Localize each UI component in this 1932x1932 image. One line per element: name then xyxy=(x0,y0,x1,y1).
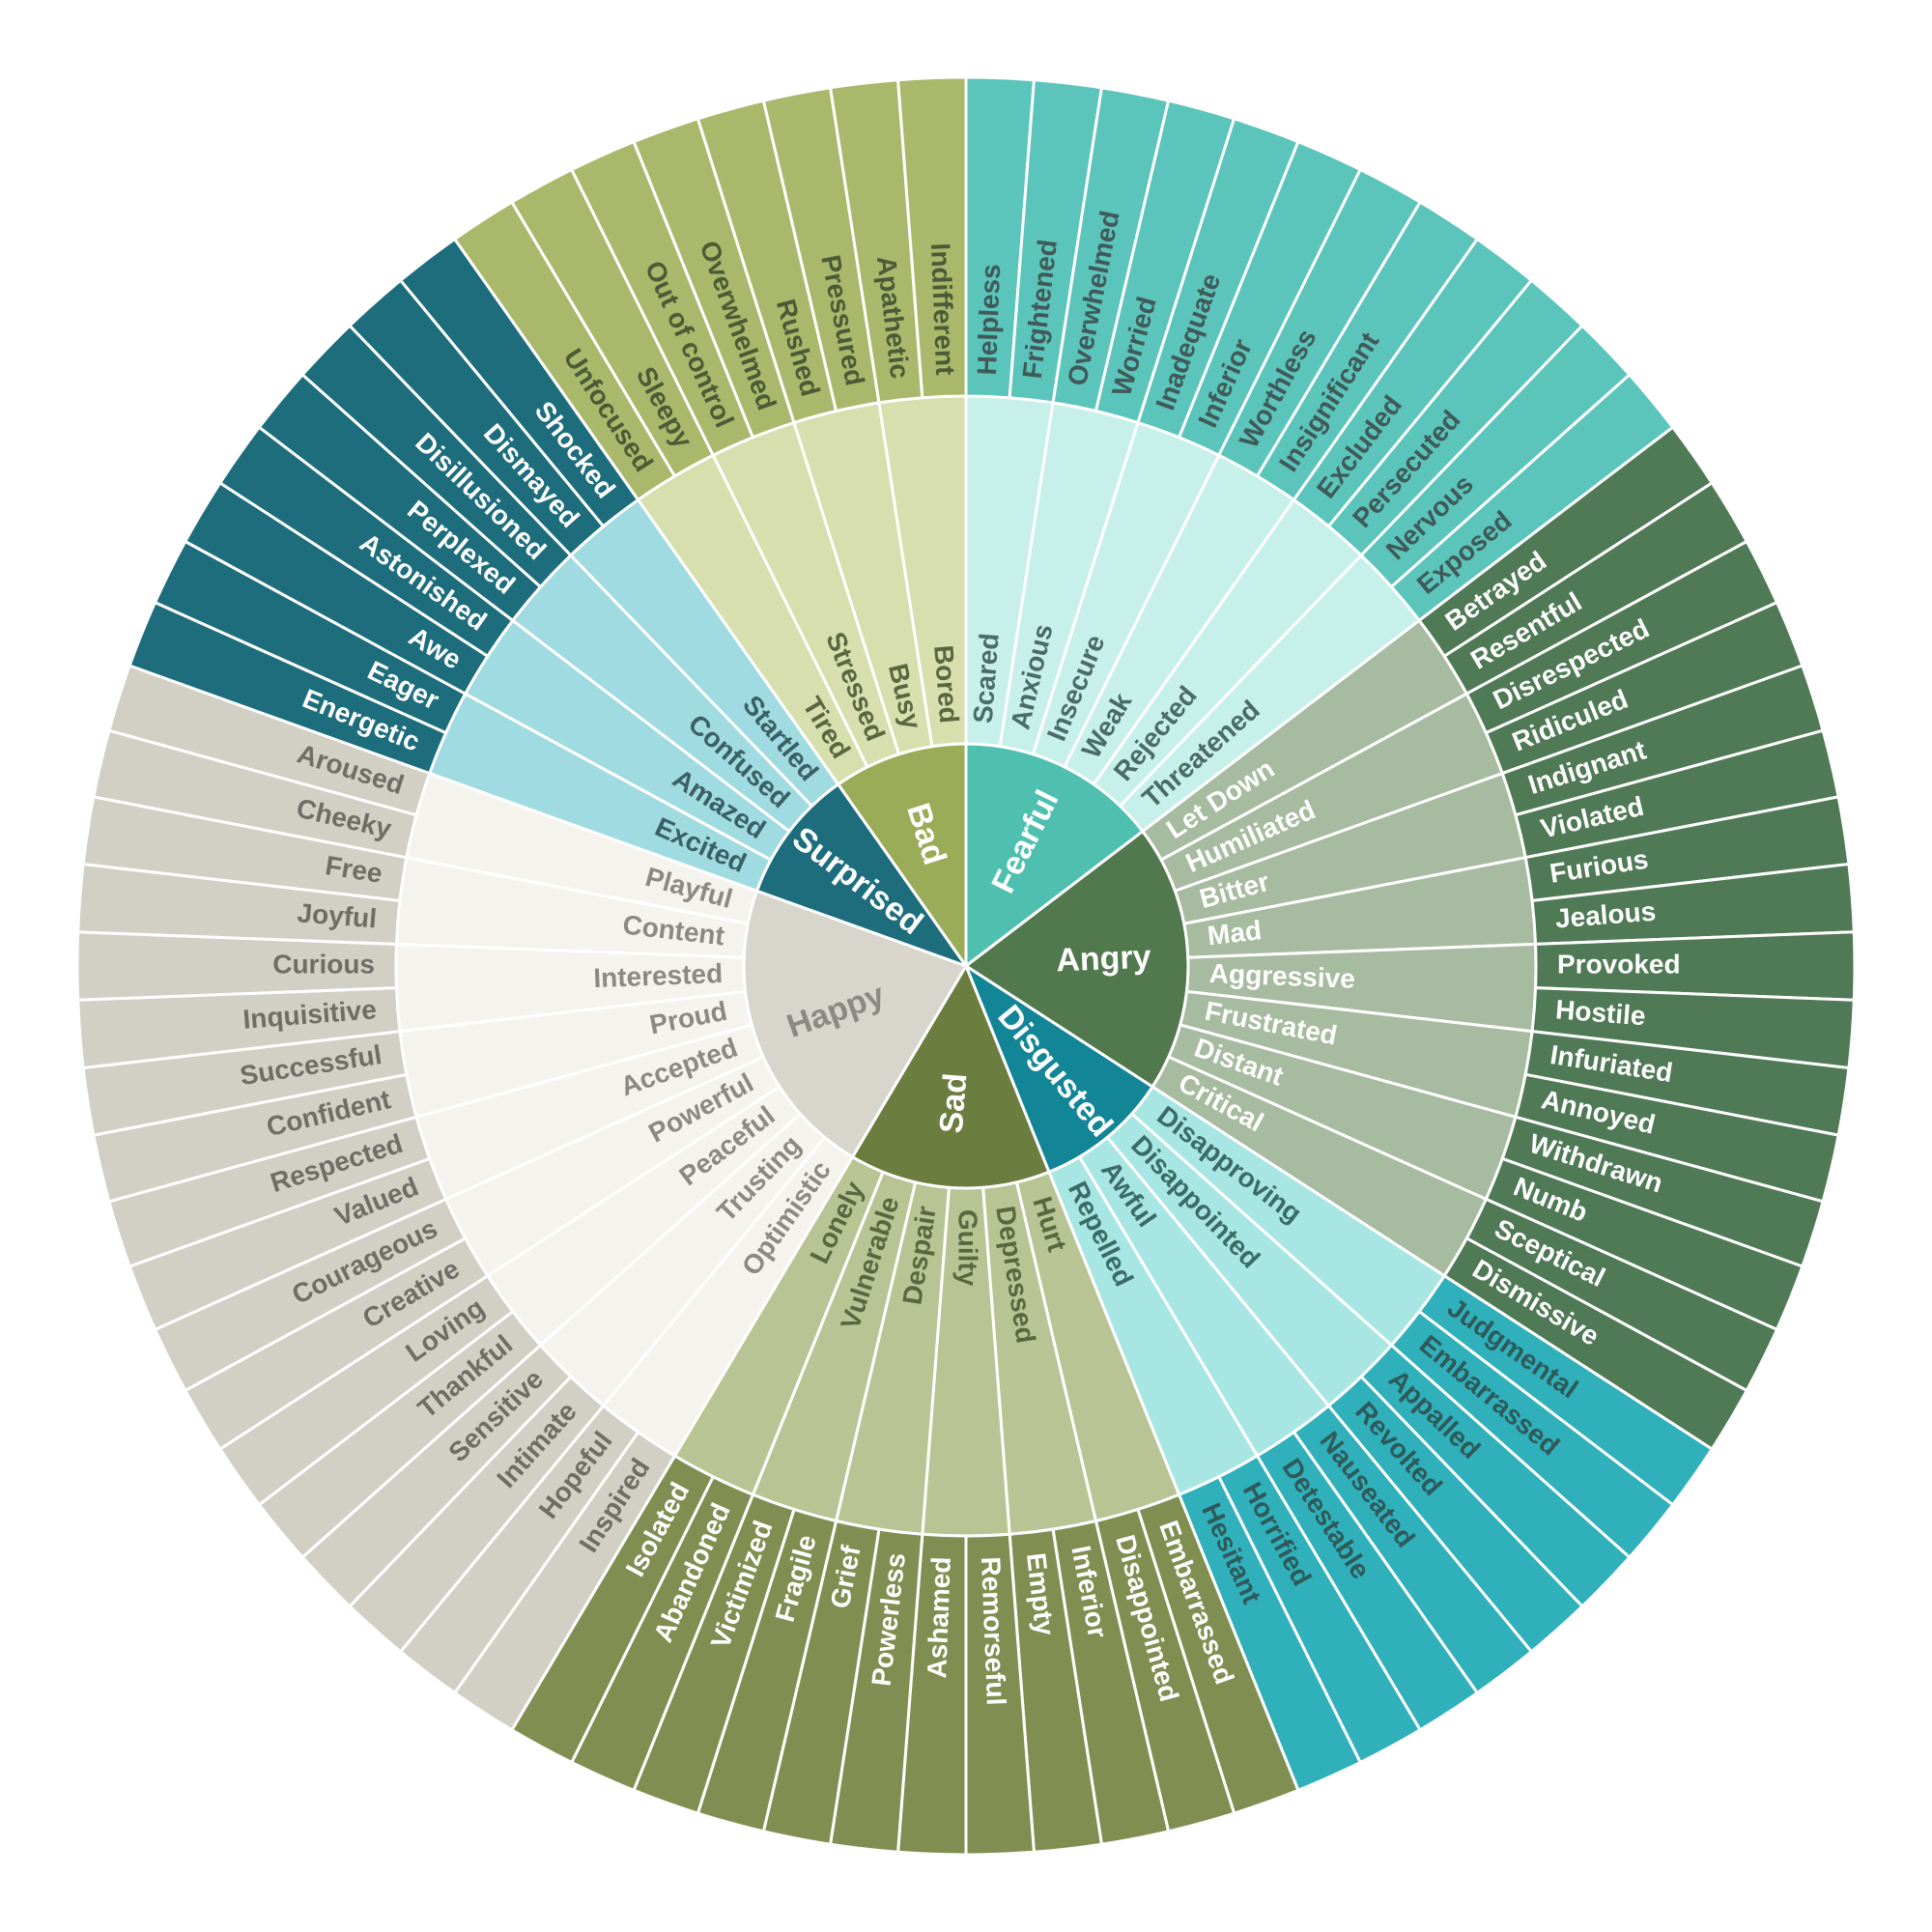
outer-label: Indifferent xyxy=(925,242,960,376)
core-label: Angry xyxy=(1056,939,1152,980)
emotion-wheel: FearfulAngryDisgustedSadHappySurprisedBa… xyxy=(0,0,1932,1932)
outer-label: Joyful xyxy=(297,897,379,933)
outer-label: Curious xyxy=(272,949,375,979)
middle-label: Guilty xyxy=(953,1209,983,1287)
outer-label: Ashamed xyxy=(922,1556,956,1679)
outer-label: Helpless xyxy=(972,264,1006,376)
outer-label: Remorseful xyxy=(976,1556,1011,1706)
middle-label: Bored xyxy=(928,644,964,724)
middle-label: Interested xyxy=(593,958,724,993)
middle-label: Mad xyxy=(1206,915,1263,951)
core-label: Sad xyxy=(933,1071,975,1134)
middle-label: Aggressive xyxy=(1208,958,1355,994)
outer-label: Provoked xyxy=(1557,949,1681,979)
